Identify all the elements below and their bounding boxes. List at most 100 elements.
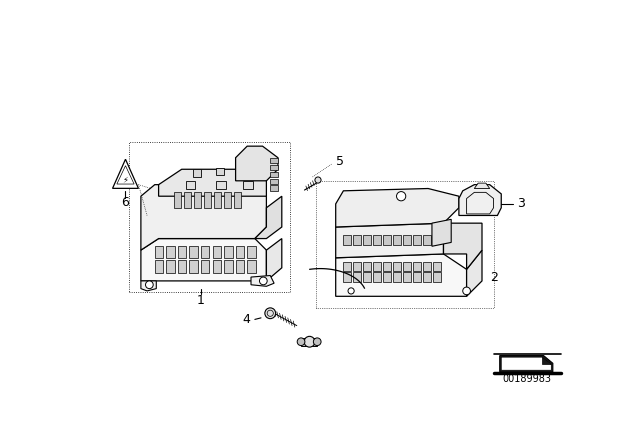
- Polygon shape: [224, 192, 231, 208]
- Circle shape: [315, 177, 321, 183]
- Polygon shape: [424, 272, 431, 282]
- Circle shape: [304, 336, 315, 347]
- Polygon shape: [255, 196, 282, 238]
- Polygon shape: [433, 262, 441, 271]
- Polygon shape: [247, 260, 255, 273]
- Polygon shape: [364, 262, 371, 271]
- Polygon shape: [364, 272, 371, 282]
- Polygon shape: [189, 260, 198, 273]
- Polygon shape: [413, 262, 421, 271]
- Text: 1: 1: [197, 293, 205, 307]
- Circle shape: [348, 288, 354, 294]
- Polygon shape: [353, 272, 361, 282]
- Polygon shape: [542, 357, 551, 364]
- Polygon shape: [216, 181, 225, 189]
- Polygon shape: [194, 192, 201, 208]
- Polygon shape: [383, 272, 391, 282]
- Polygon shape: [243, 181, 253, 189]
- Polygon shape: [413, 272, 421, 282]
- Polygon shape: [189, 246, 198, 258]
- Polygon shape: [403, 235, 411, 245]
- Polygon shape: [141, 238, 266, 281]
- Polygon shape: [178, 246, 186, 258]
- Polygon shape: [159, 169, 266, 196]
- Polygon shape: [155, 246, 163, 258]
- Polygon shape: [353, 262, 361, 271]
- Polygon shape: [155, 260, 163, 273]
- Text: 3: 3: [516, 198, 525, 211]
- Polygon shape: [113, 159, 138, 188]
- Polygon shape: [403, 262, 411, 271]
- Polygon shape: [301, 338, 317, 345]
- Polygon shape: [212, 260, 221, 273]
- Polygon shape: [214, 192, 221, 208]
- Polygon shape: [394, 272, 401, 282]
- Polygon shape: [394, 262, 401, 271]
- Polygon shape: [383, 235, 391, 245]
- Polygon shape: [500, 356, 553, 372]
- Circle shape: [145, 281, 153, 289]
- Polygon shape: [266, 238, 282, 281]
- Polygon shape: [184, 192, 191, 208]
- Polygon shape: [336, 254, 467, 296]
- Polygon shape: [383, 262, 391, 271]
- Polygon shape: [270, 172, 278, 177]
- Circle shape: [265, 308, 276, 319]
- Polygon shape: [432, 220, 451, 246]
- Polygon shape: [204, 192, 211, 208]
- Polygon shape: [234, 192, 241, 208]
- Polygon shape: [236, 246, 244, 258]
- Polygon shape: [413, 235, 421, 245]
- Polygon shape: [166, 260, 175, 273]
- Polygon shape: [141, 185, 266, 250]
- Polygon shape: [224, 246, 232, 258]
- Polygon shape: [459, 185, 501, 215]
- Polygon shape: [373, 235, 381, 245]
- Polygon shape: [174, 192, 181, 208]
- Circle shape: [259, 277, 267, 285]
- Circle shape: [314, 338, 321, 345]
- Circle shape: [463, 287, 470, 295]
- Polygon shape: [270, 185, 278, 191]
- Polygon shape: [424, 262, 431, 271]
- Text: 6: 6: [122, 196, 129, 209]
- Polygon shape: [403, 272, 411, 282]
- Text: 2: 2: [490, 271, 497, 284]
- Polygon shape: [166, 246, 175, 258]
- Polygon shape: [270, 158, 278, 163]
- Polygon shape: [201, 246, 209, 258]
- Polygon shape: [344, 272, 351, 282]
- Text: 4: 4: [243, 313, 250, 326]
- Polygon shape: [236, 146, 278, 181]
- Text: ⚡: ⚡: [122, 175, 129, 184]
- Circle shape: [397, 192, 406, 201]
- Polygon shape: [373, 272, 381, 282]
- Polygon shape: [216, 168, 224, 176]
- Polygon shape: [270, 178, 278, 184]
- Polygon shape: [344, 235, 351, 245]
- Polygon shape: [270, 165, 278, 170]
- Text: 5: 5: [336, 155, 344, 168]
- Polygon shape: [444, 223, 482, 269]
- Polygon shape: [186, 181, 195, 189]
- Circle shape: [297, 338, 305, 345]
- Polygon shape: [224, 260, 232, 273]
- Polygon shape: [178, 260, 186, 273]
- Polygon shape: [394, 235, 401, 245]
- Polygon shape: [364, 235, 371, 245]
- Polygon shape: [336, 189, 459, 227]
- Polygon shape: [201, 260, 209, 273]
- Polygon shape: [247, 246, 255, 258]
- Polygon shape: [193, 169, 201, 177]
- Polygon shape: [433, 272, 441, 282]
- Polygon shape: [373, 262, 381, 271]
- Polygon shape: [141, 281, 156, 291]
- Polygon shape: [474, 183, 490, 189]
- Polygon shape: [251, 276, 274, 286]
- Polygon shape: [236, 260, 244, 273]
- Polygon shape: [467, 250, 482, 296]
- Polygon shape: [336, 223, 444, 258]
- Polygon shape: [501, 357, 551, 370]
- Polygon shape: [212, 246, 221, 258]
- Polygon shape: [424, 235, 431, 245]
